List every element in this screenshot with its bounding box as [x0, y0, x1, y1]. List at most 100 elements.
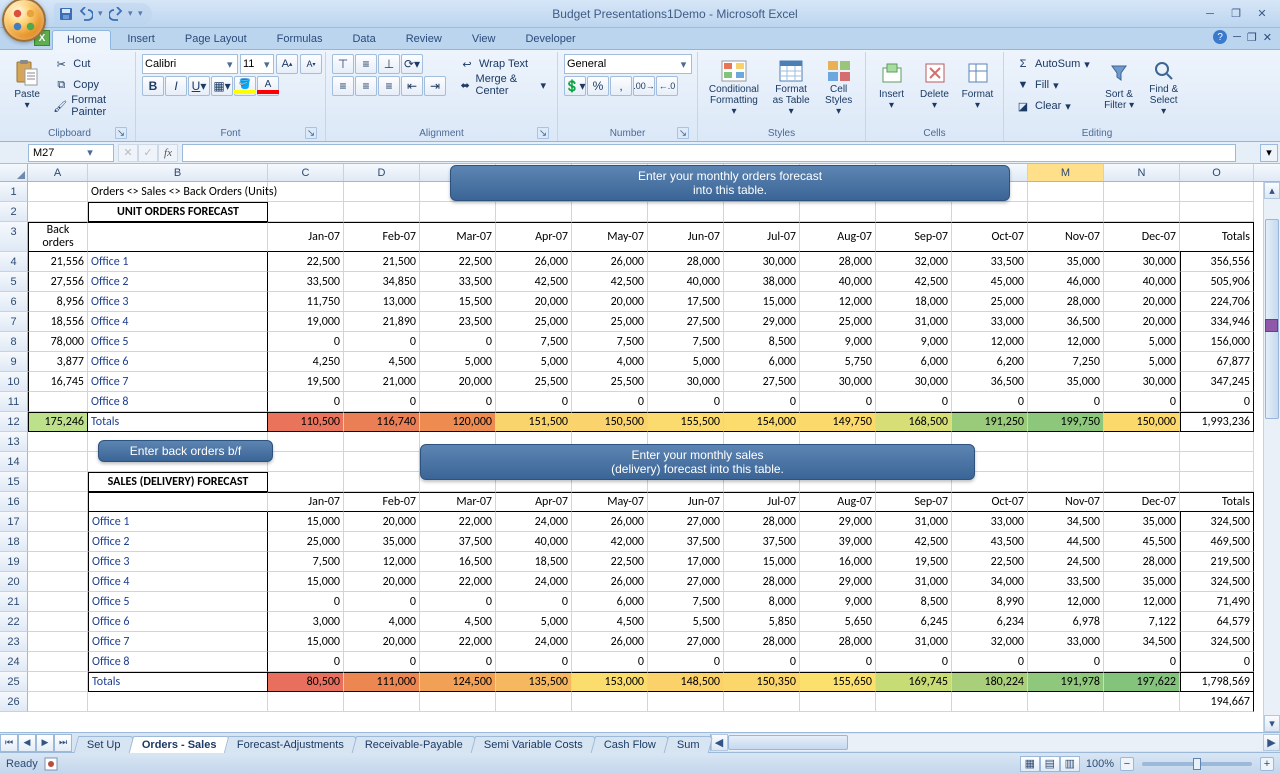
ribbon-tab-review[interactable]: Review: [392, 30, 456, 50]
cell[interactable]: 30,000: [1104, 252, 1180, 272]
cell[interactable]: 0: [724, 652, 800, 672]
row-header[interactable]: 16: [0, 492, 28, 512]
cell[interactable]: 12,000: [1028, 592, 1104, 612]
cell[interactable]: 27,000: [648, 632, 724, 652]
insert-cells-button[interactable]: Insert▾: [872, 54, 911, 120]
cell[interactable]: [648, 692, 724, 712]
cell[interactable]: [1180, 452, 1254, 472]
ribbon-tab-formulas[interactable]: Formulas: [263, 30, 337, 50]
cell[interactable]: Office 5: [88, 592, 268, 612]
cell[interactable]: [28, 592, 88, 612]
cell[interactable]: 5,650: [800, 612, 876, 632]
cell[interactable]: 30,000: [876, 372, 952, 392]
format-cells-button[interactable]: Format▾: [958, 54, 997, 120]
cell[interactable]: 34,500: [1104, 632, 1180, 652]
cell[interactable]: [724, 692, 800, 712]
cell[interactable]: Jun-07: [648, 222, 724, 252]
cell[interactable]: 0: [268, 592, 344, 612]
cell[interactable]: 5,000: [496, 352, 572, 372]
cell[interactable]: [28, 432, 88, 452]
cell[interactable]: 8,956: [28, 292, 88, 312]
cell[interactable]: 19,000: [268, 312, 344, 332]
cell[interactable]: 224,706: [1180, 292, 1254, 312]
sheet-tab[interactable]: Forecast-Adjustments: [224, 736, 358, 753]
underline-button[interactable]: U▾: [188, 76, 210, 96]
cell[interactable]: Sep-07: [876, 222, 952, 252]
cell[interactable]: 6,000: [876, 352, 952, 372]
cell[interactable]: 31,000: [876, 512, 952, 532]
cell[interactable]: 33,500: [1028, 572, 1104, 592]
cell[interactable]: 15,000: [724, 292, 800, 312]
cell[interactable]: 67,877: [1180, 352, 1254, 372]
cell[interactable]: 12,000: [1028, 332, 1104, 352]
cell[interactable]: 334,946: [1180, 312, 1254, 332]
tab-nav-last[interactable]: ⏭: [54, 734, 72, 752]
cell[interactable]: 20,000: [344, 632, 420, 652]
cell[interactable]: 0: [420, 332, 496, 352]
cell[interactable]: 39,000: [800, 532, 876, 552]
cell[interactable]: 6,000: [724, 352, 800, 372]
row-header[interactable]: 25: [0, 672, 28, 692]
cell[interactable]: 120,000: [420, 412, 496, 432]
conditional-formatting-button[interactable]: ConditionalFormatting ▾: [704, 54, 764, 120]
cell[interactable]: [1104, 452, 1180, 472]
cell[interactable]: [344, 432, 420, 452]
row-header[interactable]: 20: [0, 572, 28, 592]
minimize-button[interactable]: ─: [1198, 6, 1222, 22]
column-header[interactable]: A: [28, 164, 88, 181]
cell[interactable]: 8,990: [952, 592, 1028, 612]
align-center-button[interactable]: ≡: [355, 76, 377, 96]
cell[interactable]: Jan-07: [268, 492, 344, 512]
close-button[interactable]: ✕: [1250, 6, 1274, 22]
cell[interactable]: 36,500: [1028, 312, 1104, 332]
cell[interactable]: [1104, 472, 1180, 492]
cell[interactable]: 0: [572, 652, 648, 672]
cell[interactable]: 0: [1104, 652, 1180, 672]
percent-button[interactable]: %: [587, 76, 609, 96]
wrap-text-button[interactable]: ↩Wrap Text: [454, 54, 551, 74]
row-header[interactable]: 19: [0, 552, 28, 572]
ribbon-tab-data[interactable]: Data: [338, 30, 389, 50]
cell[interactable]: 4,000: [572, 352, 648, 372]
cell[interactable]: Jun-07: [648, 492, 724, 512]
cell[interactable]: 64,579: [1180, 612, 1254, 632]
row-header[interactable]: 13: [0, 432, 28, 452]
cell[interactable]: 124,500: [420, 672, 496, 692]
cell[interactable]: Dec-07: [1104, 492, 1180, 512]
cell[interactable]: 5,750: [800, 352, 876, 372]
sheet-tab[interactable]: Set Up: [74, 736, 134, 753]
dialog-launcher-icon[interactable]: ↘: [677, 127, 689, 139]
cell[interactable]: [28, 472, 88, 492]
cell[interactable]: 111,000: [344, 672, 420, 692]
cell[interactable]: 34,500: [1028, 512, 1104, 532]
cell[interactable]: May-07: [572, 492, 648, 512]
cell[interactable]: 6,000: [572, 592, 648, 612]
cell[interactable]: 0: [572, 392, 648, 412]
cancel-formula-button[interactable]: ✕: [118, 144, 138, 162]
cell[interactable]: 17,500: [648, 292, 724, 312]
cell[interactable]: [1180, 432, 1254, 452]
borders-button[interactable]: ▦▾: [211, 76, 233, 96]
cell[interactable]: [28, 692, 88, 712]
cell[interactable]: 30,000: [800, 372, 876, 392]
cell[interactable]: 42,000: [572, 532, 648, 552]
column-header[interactable]: O: [1180, 164, 1254, 181]
cell[interactable]: 199,750: [1028, 412, 1104, 432]
cell[interactable]: Feb-07: [344, 222, 420, 252]
cell[interactable]: 25,500: [496, 372, 572, 392]
increase-indent-button[interactable]: ⇥: [424, 76, 446, 96]
cell[interactable]: 15,000: [268, 632, 344, 652]
cell[interactable]: Office 1: [88, 252, 268, 272]
name-box[interactable]: M27▾: [28, 144, 114, 162]
cell[interactable]: 25,000: [496, 312, 572, 332]
cell[interactable]: 33,000: [952, 512, 1028, 532]
cell[interactable]: 22,000: [420, 572, 496, 592]
cell[interactable]: 6,200: [952, 352, 1028, 372]
cell[interactable]: [1104, 202, 1180, 222]
cell[interactable]: 12,000: [800, 292, 876, 312]
cell[interactable]: 33,000: [1028, 632, 1104, 652]
delete-cells-button[interactable]: Delete▾: [915, 54, 954, 120]
normal-view-button[interactable]: ▦: [1020, 756, 1040, 772]
cell[interactable]: 0: [344, 652, 420, 672]
scroll-left-button[interactable]: ◀: [711, 734, 728, 751]
